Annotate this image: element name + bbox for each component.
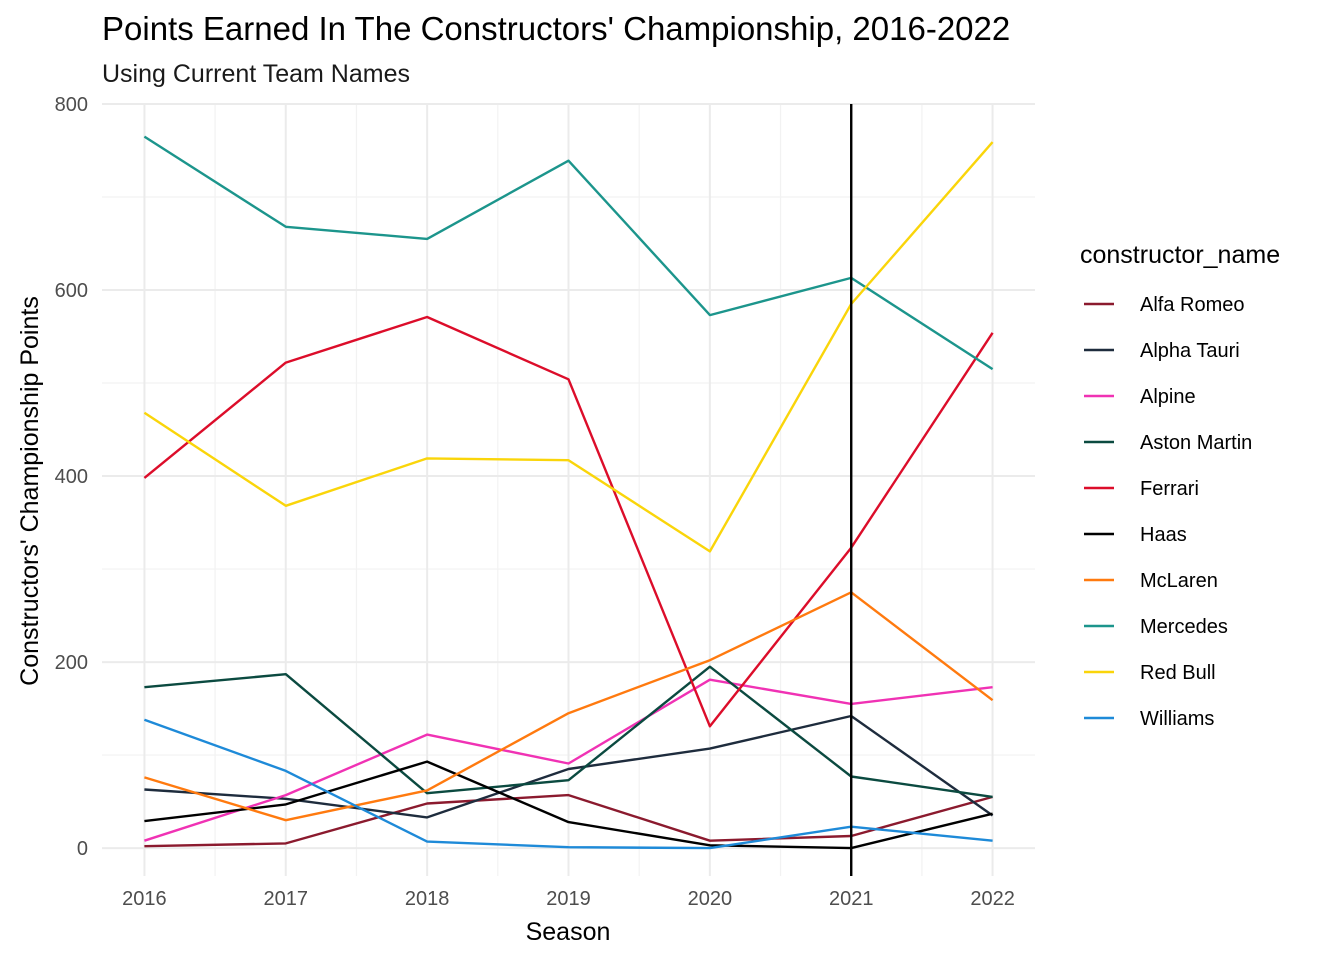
legend-title: constructor_name — [1080, 241, 1280, 269]
legend-label: Alpine — [1140, 386, 1196, 408]
legend-label: Alfa Romeo — [1140, 294, 1245, 316]
y-axis-ticks: 0 200 400 600 800 — [55, 94, 88, 860]
legend-label: Ferrari — [1140, 478, 1199, 500]
chart-title: Points Earned In The Constructors' Champ… — [102, 10, 1010, 47]
legend-label: McLaren — [1140, 570, 1218, 592]
x-tick-label: 2020 — [688, 888, 733, 910]
legend-label: Alpha Tauri — [1140, 340, 1240, 362]
y-tick-label: 200 — [55, 652, 88, 674]
x-tick-label: 2018 — [405, 888, 450, 910]
plot-grid — [102, 103, 1035, 876]
x-axis-ticks: 2016 2017 2018 2019 2020 2021 2022 — [122, 888, 1015, 910]
y-tick-label: 400 — [55, 466, 88, 488]
x-tick-label: 2019 — [546, 888, 591, 910]
legend-label: Mercedes — [1140, 616, 1228, 638]
x-axis-title: Season — [526, 918, 611, 946]
y-tick-label: 600 — [55, 280, 88, 302]
chart-subtitle: Using Current Team Names — [102, 60, 410, 88]
legend-label: Red Bull — [1140, 662, 1216, 684]
x-tick-label: 2022 — [970, 888, 1015, 910]
legend: constructor_name Alfa Romeo Alpha Tauri Al… — [1080, 241, 1280, 730]
legend-label: Haas — [1140, 524, 1187, 546]
legend-label: Williams — [1140, 708, 1214, 730]
x-tick-label: 2016 — [122, 888, 167, 910]
x-tick-label: 2017 — [264, 888, 309, 910]
y-axis-title: Constructors' Championship Points — [16, 296, 44, 686]
x-tick-label: 2021 — [829, 888, 874, 910]
y-tick-label: 0 — [77, 838, 88, 860]
legend-label: Aston Martin — [1140, 432, 1252, 454]
y-tick-label: 800 — [55, 94, 88, 116]
